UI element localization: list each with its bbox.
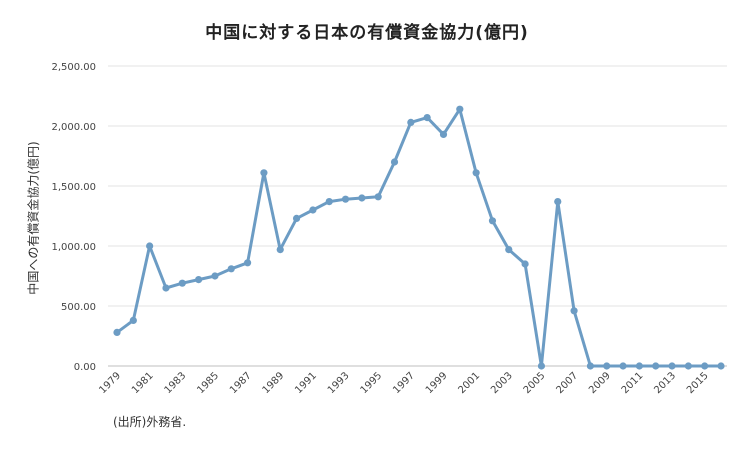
x-tick-label: 2003 — [489, 370, 515, 396]
data-point — [684, 362, 692, 370]
data-point — [521, 260, 529, 268]
data-point — [439, 130, 448, 138]
x-tick-label: 2001 — [456, 370, 482, 396]
y-tick-label: 500.00 — [61, 302, 96, 313]
x-tick-label: 1997 — [391, 370, 417, 396]
data-point — [292, 214, 301, 222]
data-point — [537, 362, 546, 370]
y-axis-ticks: 0.00 500.00 1,000.00 1,500.00 2,000.00 2,500.… — [51, 62, 96, 373]
data-point — [162, 284, 170, 292]
data-point — [260, 169, 268, 177]
x-tick-label: 1989 — [261, 370, 287, 396]
data-point — [456, 105, 464, 113]
data-point — [211, 272, 219, 280]
data-point — [146, 242, 154, 250]
series-points — [113, 105, 725, 370]
data-point — [652, 362, 660, 370]
x-tick-label: 1985 — [195, 370, 221, 396]
chart-title: 中国に対する日本の有償資金協力(億円) — [205, 23, 529, 43]
x-tick-label: 2013 — [652, 370, 678, 396]
x-tick-label: 2015 — [685, 370, 711, 396]
data-point — [717, 362, 725, 370]
x-tick-label: 1981 — [130, 370, 156, 396]
data-point — [325, 198, 333, 206]
y-tick-label: 1,500.00 — [51, 182, 96, 193]
x-tick-label: 1995 — [359, 370, 385, 396]
data-point — [668, 362, 676, 370]
x-tick-label: 1983 — [163, 370, 189, 396]
data-point — [276, 246, 284, 254]
y-tick-label: 2,000.00 — [51, 122, 96, 133]
x-tick-label: 1991 — [293, 370, 319, 396]
data-point — [227, 265, 235, 273]
x-tick-label: 1993 — [326, 370, 352, 396]
x-tick-label: 2009 — [587, 370, 613, 396]
data-point — [374, 193, 382, 201]
data-point — [554, 198, 562, 206]
data-point — [243, 259, 252, 267]
data-point — [603, 362, 611, 370]
data-point — [423, 114, 431, 122]
data-point — [113, 328, 121, 336]
data-point — [195, 276, 203, 284]
data-point — [472, 169, 480, 177]
x-tick-label: 1999 — [424, 370, 450, 396]
data-point — [390, 158, 399, 166]
source-note: (出所)外務省. — [113, 415, 187, 429]
data-point — [407, 118, 415, 126]
data-point — [488, 217, 497, 225]
series-line-layer — [115, 107, 723, 368]
data-point — [358, 194, 366, 202]
data-point — [701, 362, 709, 370]
data-point — [586, 362, 595, 370]
data-point — [570, 307, 578, 315]
data-point — [505, 246, 513, 254]
data-point — [129, 316, 137, 324]
y-tick-label: 1,000.00 — [51, 242, 96, 253]
data-point — [619, 362, 627, 370]
data-point — [341, 195, 350, 203]
x-tick-label: 2011 — [620, 370, 646, 396]
data-point — [178, 279, 186, 287]
series-line — [115, 107, 723, 368]
x-tick-label: 1979 — [97, 370, 123, 396]
data-point — [635, 362, 643, 370]
y-tick-label: 2,500.00 — [51, 62, 96, 73]
x-tick-label: 2007 — [554, 370, 580, 396]
gridlines — [108, 65, 727, 367]
x-tick-label: 1987 — [228, 370, 254, 396]
data-point — [309, 206, 317, 214]
y-tick-label: 0.00 — [74, 362, 96, 373]
x-axis-ticks: 1979 1981 1983 1985 1987 1989 1991 1993 1995 1997… — [97, 370, 710, 396]
x-tick-label: 2005 — [522, 370, 548, 396]
